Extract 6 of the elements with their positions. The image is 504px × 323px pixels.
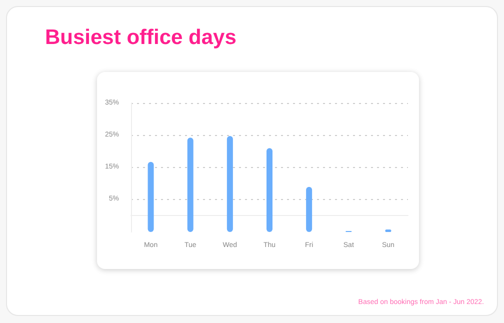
bar [148, 162, 154, 232]
bar [187, 138, 194, 232]
bar [226, 136, 233, 232]
chart-title: Busiest office days [45, 26, 236, 49]
bar [266, 148, 272, 232]
bar [306, 186, 312, 232]
